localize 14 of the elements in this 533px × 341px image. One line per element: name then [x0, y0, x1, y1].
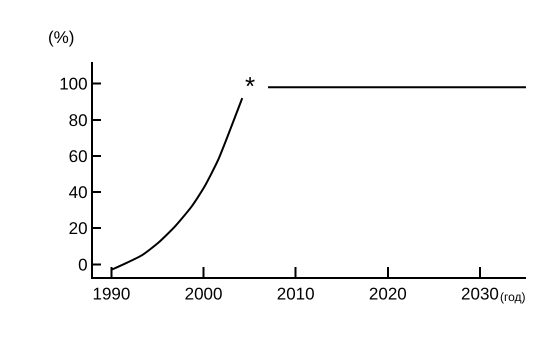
y-tick-label: 100 — [59, 74, 88, 94]
y-tick-label: 40 — [68, 183, 88, 202]
x-tick-label: 2000 — [184, 284, 222, 304]
annotation: * — [245, 71, 256, 101]
y-tick-label: 0 — [78, 255, 88, 274]
x-tick-label: 2020 — [368, 284, 407, 304]
y-axis-title: (%) — [48, 28, 74, 47]
x-tick-label: 2010 — [276, 284, 315, 304]
y-tick-label: 20 — [68, 219, 88, 238]
x-axis-title: (год) — [500, 290, 526, 304]
x-tick-label: 2030 — [461, 284, 499, 304]
y-tick-label: 60 — [68, 146, 88, 166]
x-tick-label: 1990 — [92, 284, 130, 304]
y-tick-label: 80 — [68, 110, 88, 130]
